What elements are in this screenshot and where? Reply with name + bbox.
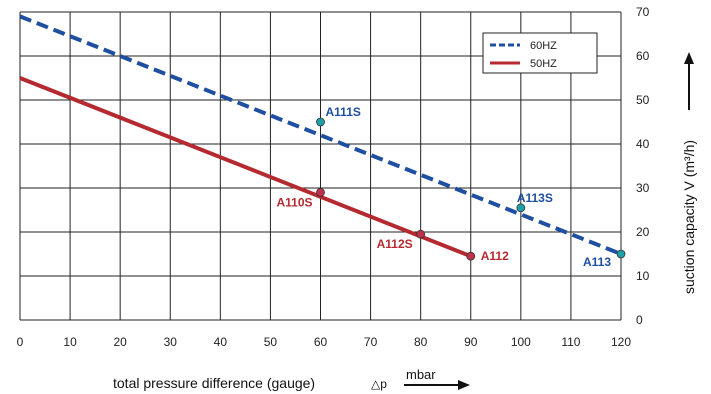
x-tick-label: 110 — [561, 335, 580, 349]
data-point — [316, 117, 325, 127]
y-tick-label: 10 — [636, 269, 650, 283]
x-unit-arrow-head — [458, 380, 470, 390]
x-axis-symbol: △p — [371, 377, 387, 391]
y-title-arrow-head — [684, 52, 694, 64]
y-tick-label: 70 — [636, 5, 650, 19]
y-tick-labels: 0 10 20 30 40 50 60 70 — [636, 5, 650, 327]
y-tick-label: 30 — [636, 181, 650, 195]
y-tick-label: 0 — [636, 313, 643, 327]
data-point-label: A112S — [377, 237, 413, 251]
data-point — [616, 249, 626, 259]
y-tick-label: 60 — [636, 49, 650, 63]
data-point — [466, 251, 476, 261]
legend-label-50hz: 50HZ — [530, 58, 557, 70]
data-point — [316, 187, 325, 197]
x-tick-label: 60 — [314, 335, 328, 349]
data-point-label: A112 — [481, 249, 509, 263]
x-tick-label: 80 — [414, 335, 428, 349]
y-axis-title: suction capacity V (m³/h) — [681, 140, 697, 294]
y-tick-label: 20 — [636, 225, 650, 239]
data-point — [416, 229, 426, 239]
x-tick-label: 100 — [511, 335, 531, 349]
data-point-label: A111S — [326, 105, 361, 119]
x-tick-label: 90 — [464, 335, 478, 349]
legend-label-60hz: 60HZ — [530, 40, 557, 52]
x-axis-unit: mbar — [406, 367, 436, 382]
data-point-label: A110S — [276, 195, 312, 209]
y-tick-label: 50 — [636, 93, 650, 107]
x-tick-label: 20 — [113, 335, 127, 349]
x-tick-label: 50 — [264, 335, 278, 349]
points-layer: A111S A113S A113 A110S A112S A112 — [276, 105, 626, 269]
x-tick-label: 70 — [364, 335, 378, 349]
data-point-label: A113S — [517, 191, 553, 205]
x-axis-title: total pressure difference (gauge) — [113, 375, 315, 391]
data-point-label: A113 — [583, 255, 611, 269]
x-tick-labels: 0 10 20 30 40 50 60 70 80 90 100 110 120 — [17, 335, 632, 349]
y-tick-label: 40 — [636, 137, 650, 151]
x-tick-label: 120 — [611, 335, 631, 349]
legend-box — [482, 32, 598, 74]
x-tick-label: 10 — [63, 335, 77, 349]
x-tick-label: 40 — [214, 335, 228, 349]
series-line-50hz — [19, 76, 472, 259]
x-tick-label: 0 — [17, 335, 24, 349]
legend: 60HZ 50HZ — [482, 32, 598, 74]
data-point — [516, 203, 526, 213]
x-tick-label: 30 — [164, 335, 178, 349]
series-layer — [19, 14, 622, 259]
